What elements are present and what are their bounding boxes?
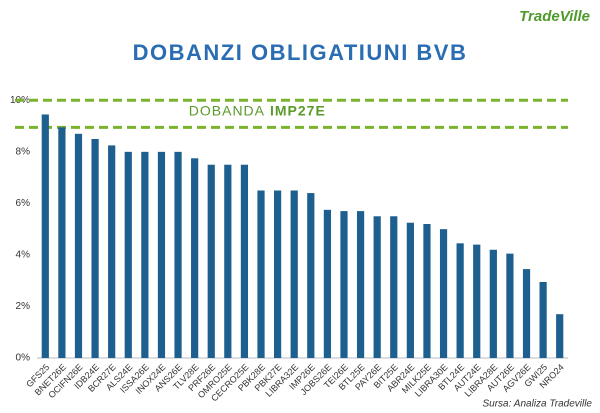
bar xyxy=(108,145,116,358)
bar xyxy=(489,249,497,358)
bar xyxy=(307,193,315,358)
bar xyxy=(157,151,166,358)
bar xyxy=(141,151,149,358)
bar xyxy=(174,151,182,358)
source: Sursa: Analiza Tradeville xyxy=(483,399,593,410)
bar xyxy=(506,253,514,358)
bar xyxy=(340,211,348,358)
bar xyxy=(406,222,414,358)
annotation-highlight: IMP27E xyxy=(270,103,326,119)
y-tick-label: 8% xyxy=(16,146,31,157)
bar xyxy=(91,138,99,358)
bar xyxy=(41,114,49,358)
y-tick-label: 4% xyxy=(16,250,31,261)
y-tick-label: 0% xyxy=(16,353,31,364)
chart-title: DOBANZI OBLIGATIUNI BVB xyxy=(133,40,468,65)
annotation: DOBANDA xyxy=(189,103,265,119)
bar xyxy=(356,211,365,358)
bar xyxy=(257,190,265,358)
bar xyxy=(191,158,199,358)
bar xyxy=(74,133,83,358)
bar xyxy=(224,164,232,358)
bar xyxy=(274,190,282,358)
bar xyxy=(539,281,547,358)
bar xyxy=(473,244,481,358)
bar xyxy=(58,127,66,358)
bar xyxy=(390,216,398,358)
bar xyxy=(124,151,132,358)
bar xyxy=(522,269,531,358)
bar xyxy=(423,224,431,358)
bar xyxy=(207,164,215,358)
bar xyxy=(240,164,249,358)
bar xyxy=(290,190,298,358)
bar xyxy=(556,314,564,358)
bar xyxy=(439,229,448,358)
bar xyxy=(323,209,331,358)
brand: TradeVille xyxy=(519,8,590,25)
y-tick-label: 6% xyxy=(16,198,31,209)
bar xyxy=(456,243,464,358)
bar xyxy=(373,216,381,358)
y-tick-label: 2% xyxy=(16,301,31,312)
